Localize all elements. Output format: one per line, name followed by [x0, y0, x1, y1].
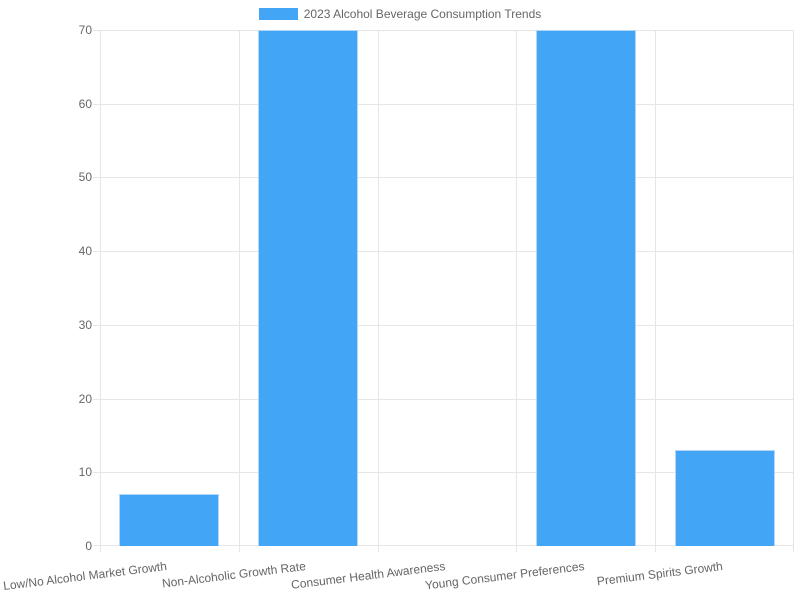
- y-tick-label: 20: [78, 392, 92, 406]
- y-tick-mark: [93, 325, 100, 326]
- x-tick-mark: [655, 546, 656, 552]
- bar[interactable]: [675, 450, 775, 546]
- y-tick-label: 0: [85, 539, 92, 553]
- y-tick-mark: [93, 251, 100, 252]
- y-tick-mark: [93, 104, 100, 105]
- gridline-x: [239, 30, 240, 546]
- gridline-x: [100, 30, 101, 546]
- x-tick-label: Young Consumer Preferences: [424, 559, 585, 593]
- y-axis: 0 10 20 30 40 50 60 70: [0, 24, 92, 552]
- y-tick-mark: [93, 177, 100, 178]
- gridline-x: [655, 30, 656, 546]
- gridline-x: [378, 30, 379, 546]
- x-axis: Low/No Alcohol Market Growth Non-Alcoholi…: [3, 546, 794, 600]
- y-tick-label: 40: [78, 244, 92, 258]
- legend-swatch: [258, 8, 298, 20]
- x-tick-label: Low/No Alcohol Market Growth: [2, 559, 168, 594]
- y-tick-mark: [93, 472, 100, 473]
- bar[interactable]: [258, 30, 358, 546]
- gridline-y: [100, 104, 794, 105]
- gridline-y: [100, 325, 794, 326]
- x-tick-label: Premium Spirits Growth: [596, 559, 724, 589]
- x-tick-mark: [100, 546, 101, 552]
- gridline-y: [100, 251, 794, 252]
- legend-item[interactable]: 2023 Alcohol Beverage Consumption Trends: [0, 8, 800, 20]
- y-tick-mark: [93, 30, 100, 31]
- legend-label: 2023 Alcohol Beverage Consumption Trends: [303, 7, 542, 21]
- bar[interactable]: [119, 494, 219, 546]
- y-tick-label: 50: [78, 170, 92, 184]
- bar[interactable]: [536, 30, 636, 546]
- x-tick-label: Non-Alcoholic Growth Rate: [161, 559, 307, 591]
- x-tick-mark: [793, 546, 794, 552]
- x-tick-label: Consumer Health Awareness: [290, 559, 446, 592]
- y-tick-mark: [93, 399, 100, 400]
- gridline-y: [100, 399, 794, 400]
- gridline-y: [100, 177, 794, 178]
- x-tick-mark: [239, 546, 240, 552]
- gridline-y: [100, 472, 794, 473]
- y-tick-label: 30: [78, 318, 92, 332]
- x-tick-mark: [378, 546, 379, 552]
- gridline-x: [793, 30, 794, 546]
- y-tick-label: 70: [78, 23, 92, 37]
- y-tick-label: 10: [78, 465, 92, 479]
- x-tick-mark: [516, 546, 517, 552]
- y-tick-label: 60: [78, 97, 92, 111]
- gridline-y: [100, 30, 794, 31]
- gridline-y: [100, 545, 794, 546]
- y-tick-mark: [93, 545, 100, 546]
- plot-area: [100, 30, 794, 546]
- gridline-x: [516, 30, 517, 546]
